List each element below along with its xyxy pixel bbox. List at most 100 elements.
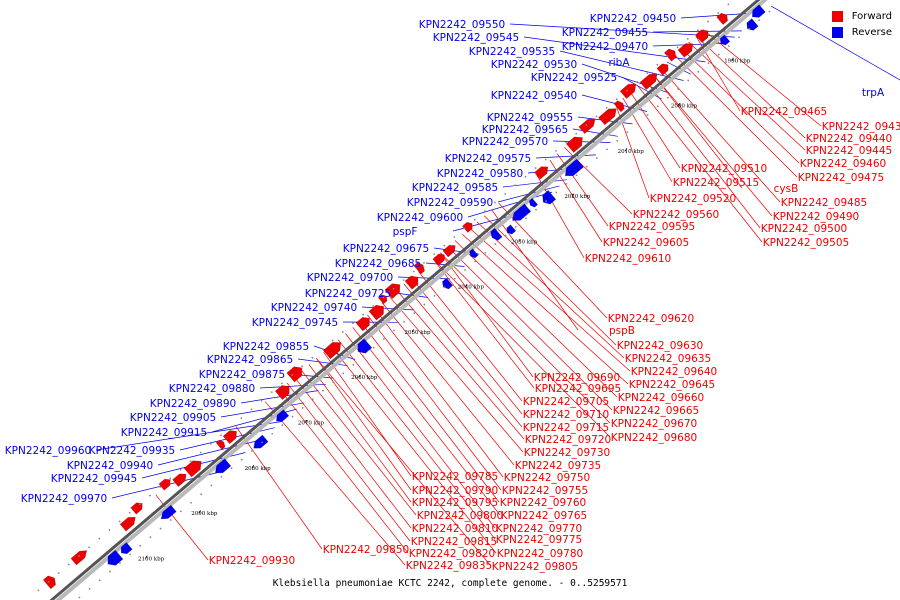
forward-gene-arrow-shape <box>578 118 596 134</box>
forward-leader-line <box>316 358 412 491</box>
axis-dot <box>138 503 141 506</box>
reverse-gene-arrow <box>564 158 584 177</box>
axis-dot <box>413 312 416 315</box>
axis-dot <box>667 96 669 99</box>
axis-dot <box>352 363 355 366</box>
forward-leader-line <box>644 79 761 229</box>
axis-dot <box>768 10 771 13</box>
forward-gene-arrow-shape <box>598 108 617 126</box>
kbp-tick-mark <box>465 283 468 288</box>
forward-leader-line <box>483 215 617 346</box>
axis-dot <box>129 553 132 556</box>
reverse-gene-arrow-shape <box>528 197 538 208</box>
axis-dot <box>169 477 172 480</box>
axis-dot <box>636 122 639 125</box>
forward-gene-label: KPN2242_09465 <box>741 106 827 118</box>
axis-dot <box>738 36 740 39</box>
axis-dot <box>88 588 91 590</box>
axis-dot <box>717 12 720 14</box>
forward-gene-label: KPN2242_09770 <box>496 523 582 535</box>
reverse-gene-label: KPN2242_09600 <box>377 212 463 224</box>
axis-dot <box>676 46 679 49</box>
reverse-gene-label: KPN2242_09535 <box>469 46 555 58</box>
axis-dot <box>342 372 345 375</box>
axis-dot <box>626 131 629 134</box>
forward-gene-label: KPN2242_09730 <box>524 447 610 459</box>
forward-gene-arrow <box>377 294 388 305</box>
strand-legend: Forward Reverse <box>831 8 892 40</box>
forward-leader-line <box>688 41 806 151</box>
legend-label-reverse: Reverse <box>851 26 892 38</box>
forward-gene-arrow-shape <box>355 316 370 332</box>
axis-dot <box>118 520 121 523</box>
reverse-gene-label: KPN2242_09570 <box>462 136 548 148</box>
axis-dot <box>463 227 466 230</box>
reverse-gene-label: KPN2242_09675 <box>343 243 429 255</box>
forward-gene-label: KPN2242_09820 <box>409 548 495 560</box>
kbp-tick-mark <box>731 57 734 62</box>
forward-swatch <box>831 10 843 22</box>
axis-dot <box>271 432 274 435</box>
forward-gene-arrow-shape <box>534 166 549 180</box>
forward-gene-arrow <box>158 478 171 491</box>
axis-dot <box>270 391 273 394</box>
forward-leader-line <box>534 172 585 259</box>
reverse-gene-label: KPN2242_09970 <box>21 493 107 505</box>
axis-dot <box>220 475 223 478</box>
axis-dot <box>697 29 699 32</box>
axis-dot <box>382 296 385 299</box>
forward-gene-label: KPN2242_09695 <box>535 383 621 395</box>
reverse-gene-label: KPN2242_09880 <box>169 383 255 395</box>
axis-dot <box>220 434 222 437</box>
forward-gene-arrow-shape <box>432 253 445 266</box>
forward-gene-label: KPN2242_09485 <box>781 197 867 209</box>
forward-gene-arrow-shape <box>677 43 694 58</box>
forward-leader-line <box>316 358 492 567</box>
forward-leader-line <box>556 153 609 227</box>
forward-leader-line <box>286 382 411 542</box>
forward-gene-label: KPN2242_09475 <box>798 172 884 184</box>
forward-gene-label: KPN2242_09610 <box>585 253 671 265</box>
forward-gene-arrow-shape <box>413 262 425 275</box>
forward-gene-label: KPN2242_09665 <box>613 405 699 417</box>
reverse-leader-line <box>259 383 326 389</box>
axis-dot <box>575 132 578 135</box>
reverse-gene-label: KPN2242_09875 <box>199 369 285 381</box>
forward-leader-line <box>264 401 406 566</box>
forward-leader-line <box>323 351 412 477</box>
forward-gene-label: KPN2242_09605 <box>603 237 689 249</box>
axis-dot <box>210 484 213 487</box>
axis-dot <box>230 467 233 470</box>
reverse-gene-arrow <box>752 4 766 18</box>
axis-dot <box>474 260 477 263</box>
axis-dot <box>139 544 142 547</box>
forward-gene-arrow <box>677 43 694 58</box>
reverse-gene-arrow-shape <box>253 434 269 449</box>
axis-dot <box>57 572 60 575</box>
axis-dot <box>606 148 608 151</box>
legend-item-reverse: Reverse <box>831 24 892 40</box>
forward-gene-arrow-shape <box>613 100 625 113</box>
axis-dot <box>707 20 710 23</box>
forward-gene-arrow <box>619 83 637 100</box>
forward-gene-arrow <box>432 253 445 266</box>
forward-gene-arrow-shape <box>130 502 143 515</box>
forward-gene-arrow <box>70 550 88 566</box>
axis-dot <box>67 563 70 566</box>
forward-gene-arrow <box>695 29 709 43</box>
reverse-gene-label: KPN2242_09525 <box>531 72 617 84</box>
axis-dot <box>616 139 619 142</box>
forward-gene-label: KPN2242_09505 <box>763 237 849 249</box>
axis-dot <box>595 115 598 118</box>
reverse-gene-label: KPN2242_09545 <box>433 32 519 44</box>
reverse-gene-label: KPN2242_09590 <box>407 197 493 209</box>
reverse-leader-line <box>95 421 283 451</box>
forward-gene-label: KPN2242_09445 <box>806 145 892 157</box>
axis-dot <box>534 167 537 169</box>
forward-gene-arrow-shape <box>695 29 709 43</box>
axis-dot <box>261 441 263 444</box>
forward-gene-arrow-shape <box>404 275 419 290</box>
axis-dot <box>78 554 80 557</box>
axis-dot <box>362 313 365 316</box>
axis-dot <box>473 218 476 221</box>
